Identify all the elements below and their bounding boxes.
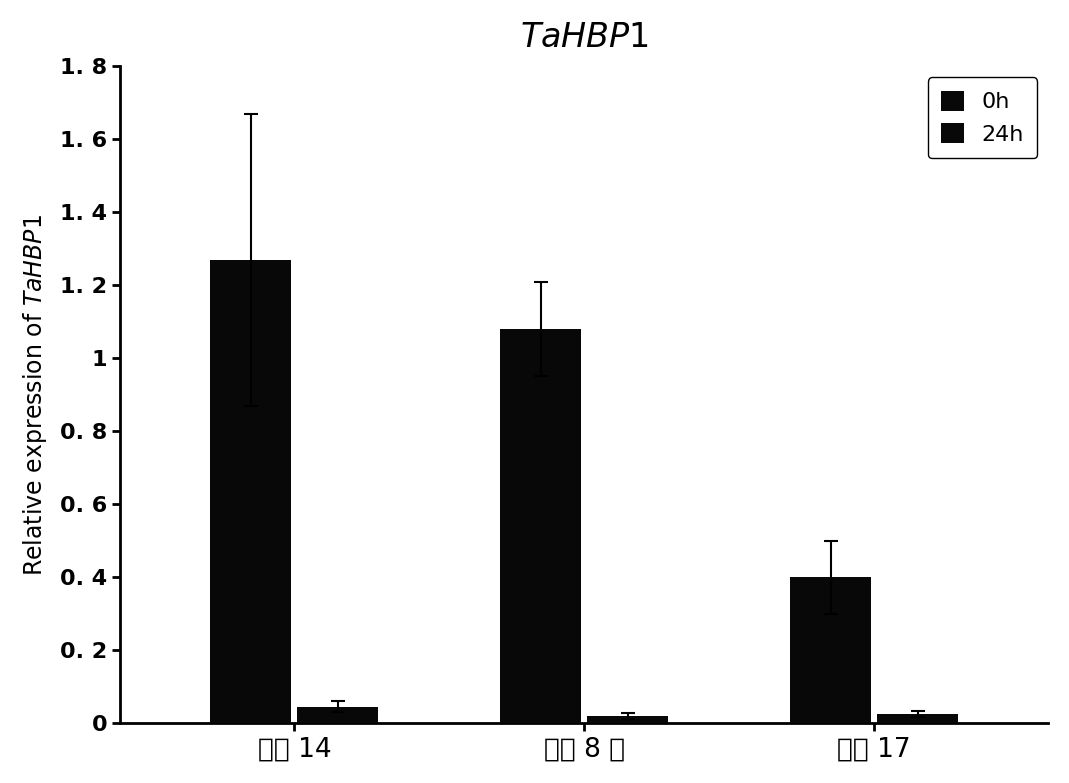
Y-axis label: Relative expression of $\mathit{TaHBP1}$: Relative expression of $\mathit{TaHBP1}$: [20, 214, 49, 576]
Bar: [587, 716, 668, 723]
Bar: [211, 260, 292, 723]
Title: $\boldsymbol{\mathit{TaHBP1}}$: $\boldsymbol{\mathit{TaHBP1}}$: [520, 21, 649, 54]
Bar: [500, 329, 582, 723]
Legend: 0h, 24h: 0h, 24h: [928, 78, 1037, 158]
Bar: [877, 714, 958, 723]
Bar: [790, 577, 871, 723]
Bar: [297, 706, 378, 723]
